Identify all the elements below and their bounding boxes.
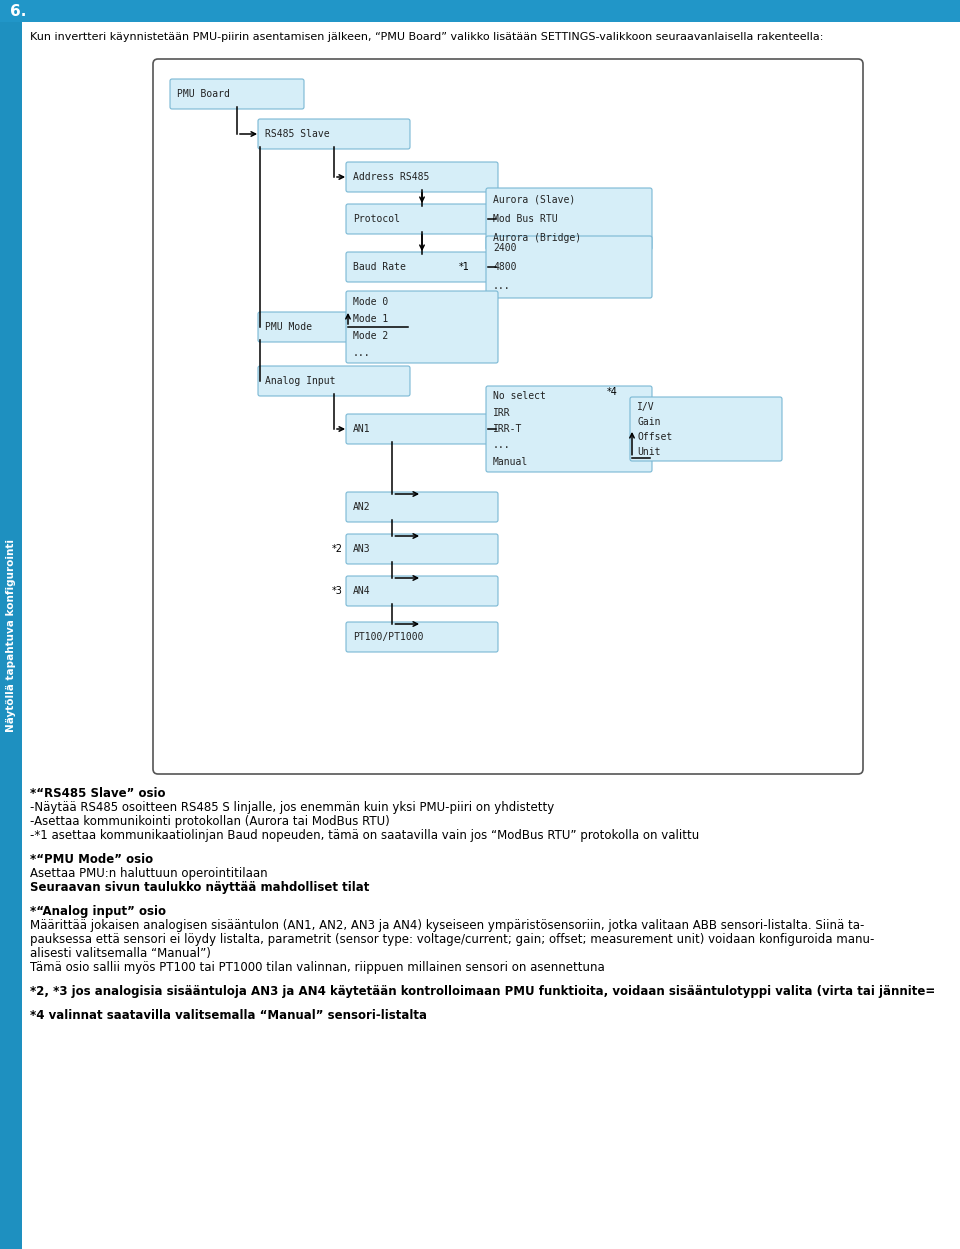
Text: Asettaa PMU:n haluttuun operointitilaan: Asettaa PMU:n haluttuun operointitilaan xyxy=(30,867,268,881)
Text: Mode 2: Mode 2 xyxy=(353,331,388,341)
Text: 6.: 6. xyxy=(10,4,26,19)
Text: 4800: 4800 xyxy=(493,262,516,272)
Text: *2: *2 xyxy=(332,545,343,555)
Text: AN3: AN3 xyxy=(353,545,371,555)
Text: *“RS485 Slave” osio: *“RS485 Slave” osio xyxy=(30,787,165,801)
FancyBboxPatch shape xyxy=(346,291,498,363)
Text: Analog Input: Analog Input xyxy=(265,376,335,386)
FancyBboxPatch shape xyxy=(346,622,498,652)
Text: Unit: Unit xyxy=(637,446,660,456)
Text: ...: ... xyxy=(353,347,371,357)
Text: Aurora (Slave): Aurora (Slave) xyxy=(493,195,575,205)
FancyBboxPatch shape xyxy=(346,535,498,565)
Text: No select: No select xyxy=(493,391,546,401)
Text: PMU Board: PMU Board xyxy=(177,89,229,99)
Text: Baud Rate: Baud Rate xyxy=(353,262,406,272)
Bar xyxy=(0,0,960,22)
Text: Tämä osio sallii myös PT100 tai PT1000 tilan valinnan, riippuen millainen sensor: Tämä osio sallii myös PT100 tai PT1000 t… xyxy=(30,960,605,974)
FancyBboxPatch shape xyxy=(346,492,498,522)
Text: Manual: Manual xyxy=(493,457,528,467)
FancyBboxPatch shape xyxy=(486,189,652,250)
FancyBboxPatch shape xyxy=(346,252,498,282)
Text: *2, *3 jos analogisia sisääntuloja AN3 ja AN4 käytetään kontrolloimaan PMU funkt: *2, *3 jos analogisia sisääntuloja AN3 j… xyxy=(30,985,935,998)
Text: AN1: AN1 xyxy=(353,423,371,433)
Text: *4: *4 xyxy=(607,387,618,397)
Text: *“PMU Mode” osio: *“PMU Mode” osio xyxy=(30,853,154,866)
Text: *“Analog input” osio: *“Analog input” osio xyxy=(30,906,166,918)
Text: Address RS485: Address RS485 xyxy=(353,172,429,182)
FancyBboxPatch shape xyxy=(170,79,304,109)
FancyBboxPatch shape xyxy=(346,413,498,443)
Text: Gain: Gain xyxy=(637,416,660,426)
Text: 2400: 2400 xyxy=(493,242,516,252)
Text: Offset: Offset xyxy=(637,431,672,441)
Text: Mode 1: Mode 1 xyxy=(353,313,388,323)
FancyBboxPatch shape xyxy=(153,59,863,774)
Text: PMU Mode: PMU Mode xyxy=(265,322,312,332)
Text: Seuraavan sivun taulukko näyttää mahdolliset tilat: Seuraavan sivun taulukko näyttää mahdoll… xyxy=(30,881,370,894)
Text: Näytöllä tapahtuva konfigurointi: Näytöllä tapahtuva konfigurointi xyxy=(6,540,16,732)
Text: IRR: IRR xyxy=(493,407,511,417)
Text: AN4: AN4 xyxy=(353,586,371,596)
FancyBboxPatch shape xyxy=(258,366,410,396)
Text: alisesti valitsemalla “Manual”): alisesti valitsemalla “Manual”) xyxy=(30,947,211,960)
FancyBboxPatch shape xyxy=(486,236,652,299)
FancyBboxPatch shape xyxy=(346,204,498,234)
Text: PT100/PT1000: PT100/PT1000 xyxy=(353,632,423,642)
Text: *3: *3 xyxy=(332,586,343,596)
Text: Protocol: Protocol xyxy=(353,214,400,224)
FancyBboxPatch shape xyxy=(630,397,782,461)
Text: RS485 Slave: RS485 Slave xyxy=(265,129,329,139)
Bar xyxy=(0,22,22,1249)
Text: Mod Bus RTU: Mod Bus RTU xyxy=(493,214,558,224)
Text: Kun invertteri käynnistetään PMU-piirin asentamisen jälkeen, “PMU Board” valikko: Kun invertteri käynnistetään PMU-piirin … xyxy=(30,32,824,42)
FancyBboxPatch shape xyxy=(346,576,498,606)
FancyBboxPatch shape xyxy=(486,386,652,472)
Text: Määrittää jokaisen analogisen sisääntulon (AN1, AN2, AN3 ja AN4) kyseiseen ympär: Määrittää jokaisen analogisen sisääntulo… xyxy=(30,919,864,932)
FancyBboxPatch shape xyxy=(258,119,410,149)
Text: Aurora (Bridge): Aurora (Bridge) xyxy=(493,234,581,244)
Text: ...: ... xyxy=(493,441,511,451)
FancyBboxPatch shape xyxy=(346,162,498,192)
Text: *4 valinnat saatavilla valitsemalla “Manual” sensori-listalta: *4 valinnat saatavilla valitsemalla “Man… xyxy=(30,1009,427,1022)
Text: -Näytää RS485 osoitteen RS485 S linjalle, jos enemmän kuin yksi PMU-piiri on yhd: -Näytää RS485 osoitteen RS485 S linjalle… xyxy=(30,801,554,814)
Text: IRR-T: IRR-T xyxy=(493,423,522,433)
Text: -*1 asettaa kommunikaatiolinjan Baud nopeuden, tämä on saatavilla vain jos “ModB: -*1 asettaa kommunikaatiolinjan Baud nop… xyxy=(30,829,699,842)
Text: -Asettaa kommunikointi protokollan (Aurora tai ModBus RTU): -Asettaa kommunikointi protokollan (Auro… xyxy=(30,816,390,828)
FancyBboxPatch shape xyxy=(258,312,410,342)
Text: ...: ... xyxy=(493,281,511,291)
Text: AN2: AN2 xyxy=(353,502,371,512)
Text: I/V: I/V xyxy=(637,401,655,411)
Text: Mode 0: Mode 0 xyxy=(353,296,388,306)
Text: *1: *1 xyxy=(459,262,470,272)
Text: pauksessa että sensori ei löydy listalta, parametrit (sensor type: voltage/curre: pauksessa että sensori ei löydy listalta… xyxy=(30,933,875,945)
